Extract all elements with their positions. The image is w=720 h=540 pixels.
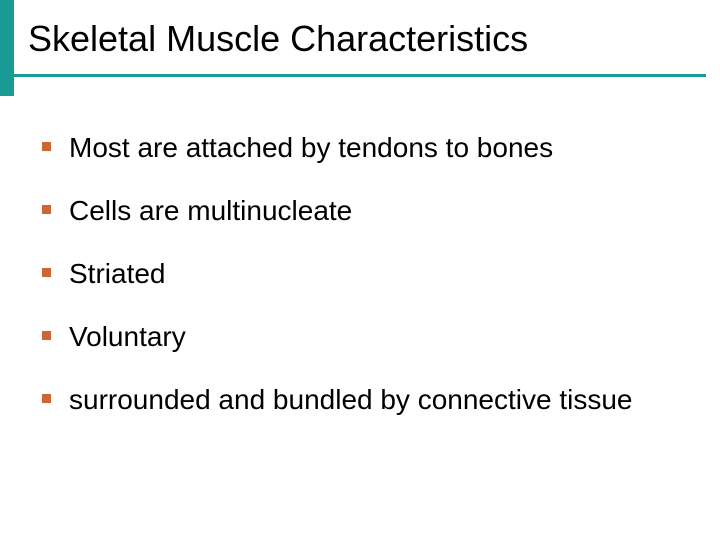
left-accent-bar — [0, 0, 14, 96]
bullet-text: Cells are multinucleate — [69, 193, 352, 228]
bullet-icon — [42, 268, 51, 277]
list-item: Most are attached by tendons to bones — [42, 130, 682, 165]
list-item: Striated — [42, 256, 682, 291]
title-container: Skeletal Muscle Characteristics — [28, 18, 688, 70]
title-underline — [14, 74, 706, 77]
bullet-icon — [42, 205, 51, 214]
bullet-icon — [42, 394, 51, 403]
bullet-text: Striated — [69, 256, 166, 291]
bullet-text: surrounded and bundled by connective tis… — [69, 382, 633, 417]
bullet-icon — [42, 331, 51, 340]
slide-title: Skeletal Muscle Characteristics — [28, 18, 688, 70]
bullet-text: Most are attached by tendons to bones — [69, 130, 553, 165]
list-item: Voluntary — [42, 319, 682, 354]
bullet-icon — [42, 142, 51, 151]
bullet-text: Voluntary — [69, 319, 186, 354]
list-item: Cells are multinucleate — [42, 193, 682, 228]
bullet-list: Most are attached by tendons to bones Ce… — [42, 130, 682, 445]
list-item: surrounded and bundled by connective tis… — [42, 382, 682, 417]
